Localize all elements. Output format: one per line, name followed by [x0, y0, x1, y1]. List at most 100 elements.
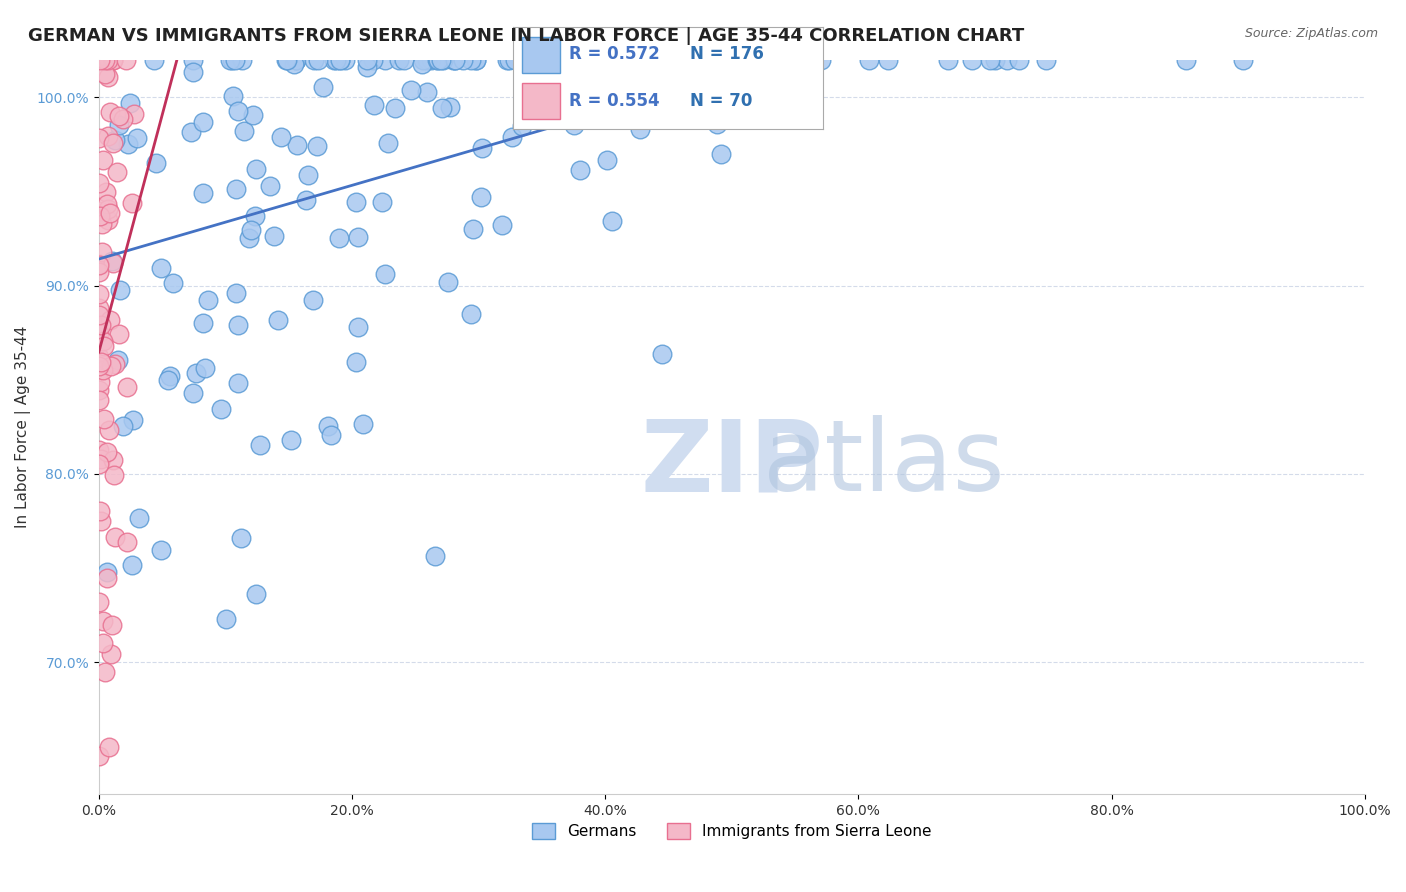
Point [89, 393, 111, 408]
Point [583, 53, 606, 67]
Point [344, 195, 367, 210]
Point [858, 53, 880, 67]
Point [90, 318, 112, 332]
Point [249, 438, 271, 452]
Point [960, 53, 983, 67]
Point [225, 182, 247, 196]
Point [451, 53, 474, 67]
Point [240, 223, 263, 237]
Point [595, 153, 617, 167]
Point [87, 301, 110, 315]
Point [561, 53, 583, 67]
Point [149, 543, 172, 558]
Point [225, 285, 247, 300]
Point [91, 334, 114, 348]
Point [89, 375, 111, 389]
Point [392, 53, 415, 67]
Point [221, 53, 243, 67]
Text: R = 0.572: R = 0.572 [569, 45, 659, 63]
Point [87, 308, 110, 322]
Point [122, 413, 145, 427]
Point [128, 510, 150, 524]
Point [100, 647, 122, 661]
Point [87, 326, 110, 340]
Point [93, 615, 115, 629]
Point [411, 57, 433, 71]
Point [322, 53, 344, 67]
Point [510, 120, 533, 134]
Point [1175, 53, 1198, 67]
Text: Source: ZipAtlas.com: Source: ZipAtlas.com [1244, 27, 1378, 40]
Point [602, 213, 624, 227]
Point [98, 423, 121, 437]
Point [610, 53, 633, 67]
Point [305, 138, 328, 153]
Point [242, 108, 264, 122]
Point [997, 53, 1019, 67]
Point [280, 433, 302, 447]
Point [100, 105, 122, 120]
Point [374, 267, 396, 281]
Bar [523, 37, 560, 73]
Point [103, 53, 125, 67]
Point [111, 112, 134, 127]
Point [752, 53, 775, 67]
Point [983, 53, 1005, 67]
Text: atlas: atlas [763, 415, 1004, 512]
Point [689, 84, 711, 98]
Point [224, 53, 246, 67]
Point [374, 53, 396, 67]
Point [274, 53, 297, 67]
Point [460, 307, 482, 321]
Point [156, 373, 179, 387]
Point [470, 190, 492, 204]
Point [238, 231, 260, 245]
Point [245, 587, 267, 601]
Point [443, 53, 465, 67]
Point [150, 260, 173, 275]
Point [465, 53, 488, 67]
Point [426, 53, 449, 67]
Point [441, 53, 464, 67]
Point [97, 129, 120, 144]
Point [425, 549, 447, 563]
Point [412, 53, 434, 67]
Point [628, 122, 651, 136]
Point [97, 70, 120, 84]
Point [388, 53, 411, 67]
Point [231, 53, 253, 67]
Point [104, 133, 127, 147]
Bar [523, 83, 560, 119]
Point [228, 318, 250, 332]
Point [93, 53, 115, 67]
Point [655, 53, 678, 67]
Point [209, 402, 232, 417]
Point [259, 178, 281, 193]
Point [122, 107, 145, 121]
Point [89, 362, 111, 376]
Point [108, 326, 131, 341]
Point [96, 571, 118, 585]
Point [90, 515, 112, 529]
Point [361, 53, 384, 67]
Point [107, 118, 129, 132]
Point [522, 53, 544, 67]
Point [103, 467, 125, 482]
Point [531, 92, 554, 106]
Point [316, 418, 339, 433]
Point [707, 53, 730, 67]
Point [191, 115, 214, 129]
Text: R = 0.554: R = 0.554 [569, 92, 659, 110]
Point [363, 98, 385, 112]
Point [554, 53, 576, 67]
Point [1008, 53, 1031, 67]
Point [94, 53, 117, 67]
Point [1035, 53, 1057, 67]
Point [655, 53, 678, 67]
Point [284, 53, 307, 67]
Point [727, 53, 749, 67]
Point [89, 286, 111, 301]
Point [98, 739, 121, 754]
Point [145, 156, 167, 170]
Point [572, 53, 595, 67]
